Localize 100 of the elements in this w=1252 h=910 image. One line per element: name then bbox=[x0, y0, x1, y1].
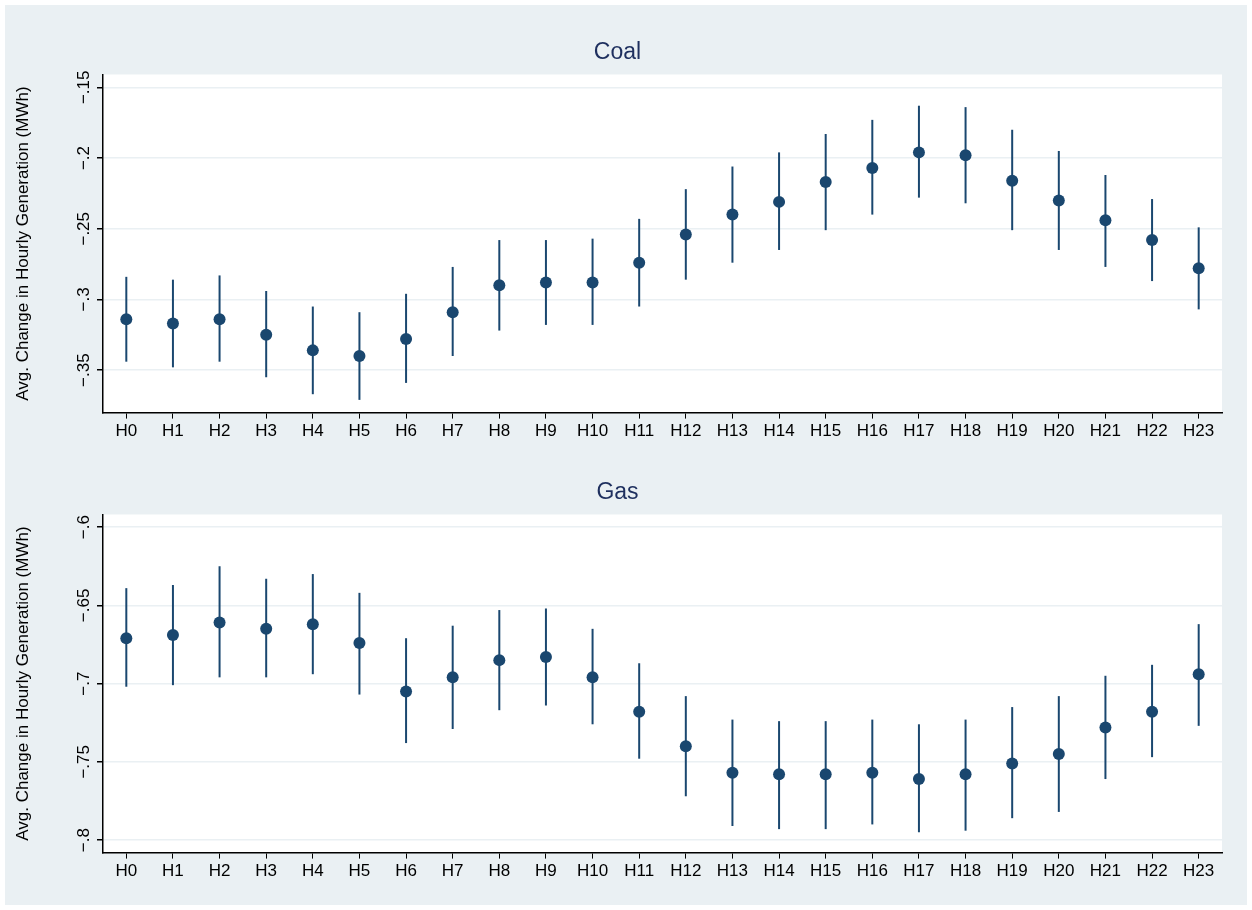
point bbox=[866, 161, 879, 174]
x-tick-label: H8 bbox=[488, 421, 511, 441]
point bbox=[446, 671, 459, 684]
point bbox=[166, 629, 179, 642]
point bbox=[213, 313, 226, 326]
y-tick-label: −.7 bbox=[74, 671, 94, 696]
x-tick-label: H17 bbox=[903, 421, 935, 441]
chart-title: Gas bbox=[596, 478, 639, 505]
x-tick-label: H11 bbox=[624, 421, 655, 441]
point bbox=[306, 618, 319, 631]
y-tick-label: −.2 bbox=[74, 145, 94, 171]
x-tick-label: H16 bbox=[856, 861, 888, 881]
x-tick-label: H2 bbox=[208, 861, 231, 881]
x-tick-label: H22 bbox=[1136, 421, 1168, 441]
point bbox=[353, 350, 366, 363]
point bbox=[586, 276, 599, 289]
y-tick-label: −.35 bbox=[74, 353, 94, 387]
point bbox=[773, 195, 786, 208]
x-tick-label: H3 bbox=[255, 421, 278, 441]
x-tick-label: H0 bbox=[115, 861, 138, 881]
x-tick-label: H5 bbox=[348, 861, 371, 881]
x-tick-label: H14 bbox=[763, 421, 795, 441]
x-tick-label: H6 bbox=[395, 421, 417, 441]
x-tick-label: H21 bbox=[1089, 861, 1122, 881]
x-tick-label: H13 bbox=[716, 421, 749, 441]
point bbox=[1052, 748, 1065, 761]
x-tick-label: H23 bbox=[1183, 861, 1215, 881]
point bbox=[1099, 721, 1112, 734]
point bbox=[819, 176, 832, 189]
chart-title: Coal bbox=[593, 38, 642, 65]
x-tick-label: H10 bbox=[576, 421, 609, 441]
point bbox=[726, 766, 739, 779]
point bbox=[866, 766, 879, 779]
point bbox=[1099, 214, 1112, 227]
y-axis-title: Avg. Change in Hourly Generation (MWh) bbox=[12, 526, 32, 841]
point bbox=[726, 208, 739, 221]
point bbox=[166, 317, 179, 330]
y-axis-title: Avg. Change in Hourly Generation (MWh) bbox=[12, 86, 32, 401]
x-tick-label: H19 bbox=[996, 861, 1028, 881]
point bbox=[959, 768, 972, 781]
x-tick-label: H20 bbox=[1043, 421, 1075, 441]
x-tick-label: H11 bbox=[624, 861, 655, 881]
point bbox=[1052, 194, 1065, 207]
point bbox=[679, 228, 692, 241]
x-tick-label: H4 bbox=[301, 861, 324, 881]
x-tick-label: H10 bbox=[576, 861, 609, 881]
point bbox=[493, 654, 506, 667]
x-tick-label: H3 bbox=[255, 861, 278, 881]
point bbox=[1192, 668, 1205, 681]
x-tick-label: H7 bbox=[441, 421, 464, 441]
point bbox=[679, 740, 692, 753]
x-tick-label: H16 bbox=[856, 421, 888, 441]
point bbox=[912, 146, 925, 159]
y-tick-label: −.6 bbox=[74, 515, 94, 540]
point bbox=[260, 622, 273, 635]
point bbox=[633, 705, 646, 718]
point bbox=[120, 632, 133, 645]
x-tick-label: H2 bbox=[208, 421, 231, 441]
x-tick-label: H12 bbox=[670, 421, 702, 441]
x-tick-label: H15 bbox=[810, 861, 842, 881]
x-tick-label: H0 bbox=[115, 421, 138, 441]
x-tick-label: H9 bbox=[535, 421, 557, 441]
y-tick-label: −.8 bbox=[74, 828, 94, 853]
x-tick-label: H15 bbox=[810, 421, 842, 441]
x-tick-label: H12 bbox=[670, 861, 702, 881]
x-tick-label: H19 bbox=[996, 421, 1028, 441]
y-tick-label: −.65 bbox=[74, 588, 94, 623]
x-tick-label: H17 bbox=[903, 861, 935, 881]
y-tick-label: −.25 bbox=[74, 211, 94, 246]
x-tick-label: H22 bbox=[1136, 861, 1168, 881]
point bbox=[1146, 705, 1159, 718]
x-tick-label: H4 bbox=[301, 421, 324, 441]
point bbox=[1006, 174, 1019, 187]
y-tick-label: −.3 bbox=[74, 287, 94, 312]
x-tick-label: H7 bbox=[441, 861, 464, 881]
x-tick-label: H1 bbox=[162, 861, 184, 881]
point bbox=[400, 333, 413, 346]
x-tick-label: H23 bbox=[1183, 421, 1215, 441]
y-tick-label: −.75 bbox=[74, 745, 94, 779]
point bbox=[539, 276, 552, 289]
point bbox=[1006, 757, 1019, 770]
point bbox=[586, 671, 599, 684]
point bbox=[120, 313, 133, 326]
x-tick-label: H14 bbox=[763, 861, 795, 881]
point bbox=[353, 636, 366, 649]
x-tick-label: H8 bbox=[488, 861, 511, 881]
x-tick-label: H18 bbox=[949, 861, 982, 881]
point bbox=[306, 344, 319, 357]
y-tick-label: −.15 bbox=[74, 70, 94, 105]
point bbox=[1146, 234, 1159, 247]
point bbox=[260, 328, 273, 341]
point bbox=[1192, 262, 1205, 275]
x-tick-label: H18 bbox=[949, 421, 982, 441]
x-tick-label: H20 bbox=[1043, 861, 1075, 881]
point bbox=[400, 685, 413, 698]
point bbox=[633, 256, 646, 269]
x-tick-label: H5 bbox=[348, 421, 371, 441]
x-tick-label: H1 bbox=[162, 421, 184, 441]
point bbox=[493, 279, 506, 292]
x-tick-label: H9 bbox=[535, 861, 557, 881]
